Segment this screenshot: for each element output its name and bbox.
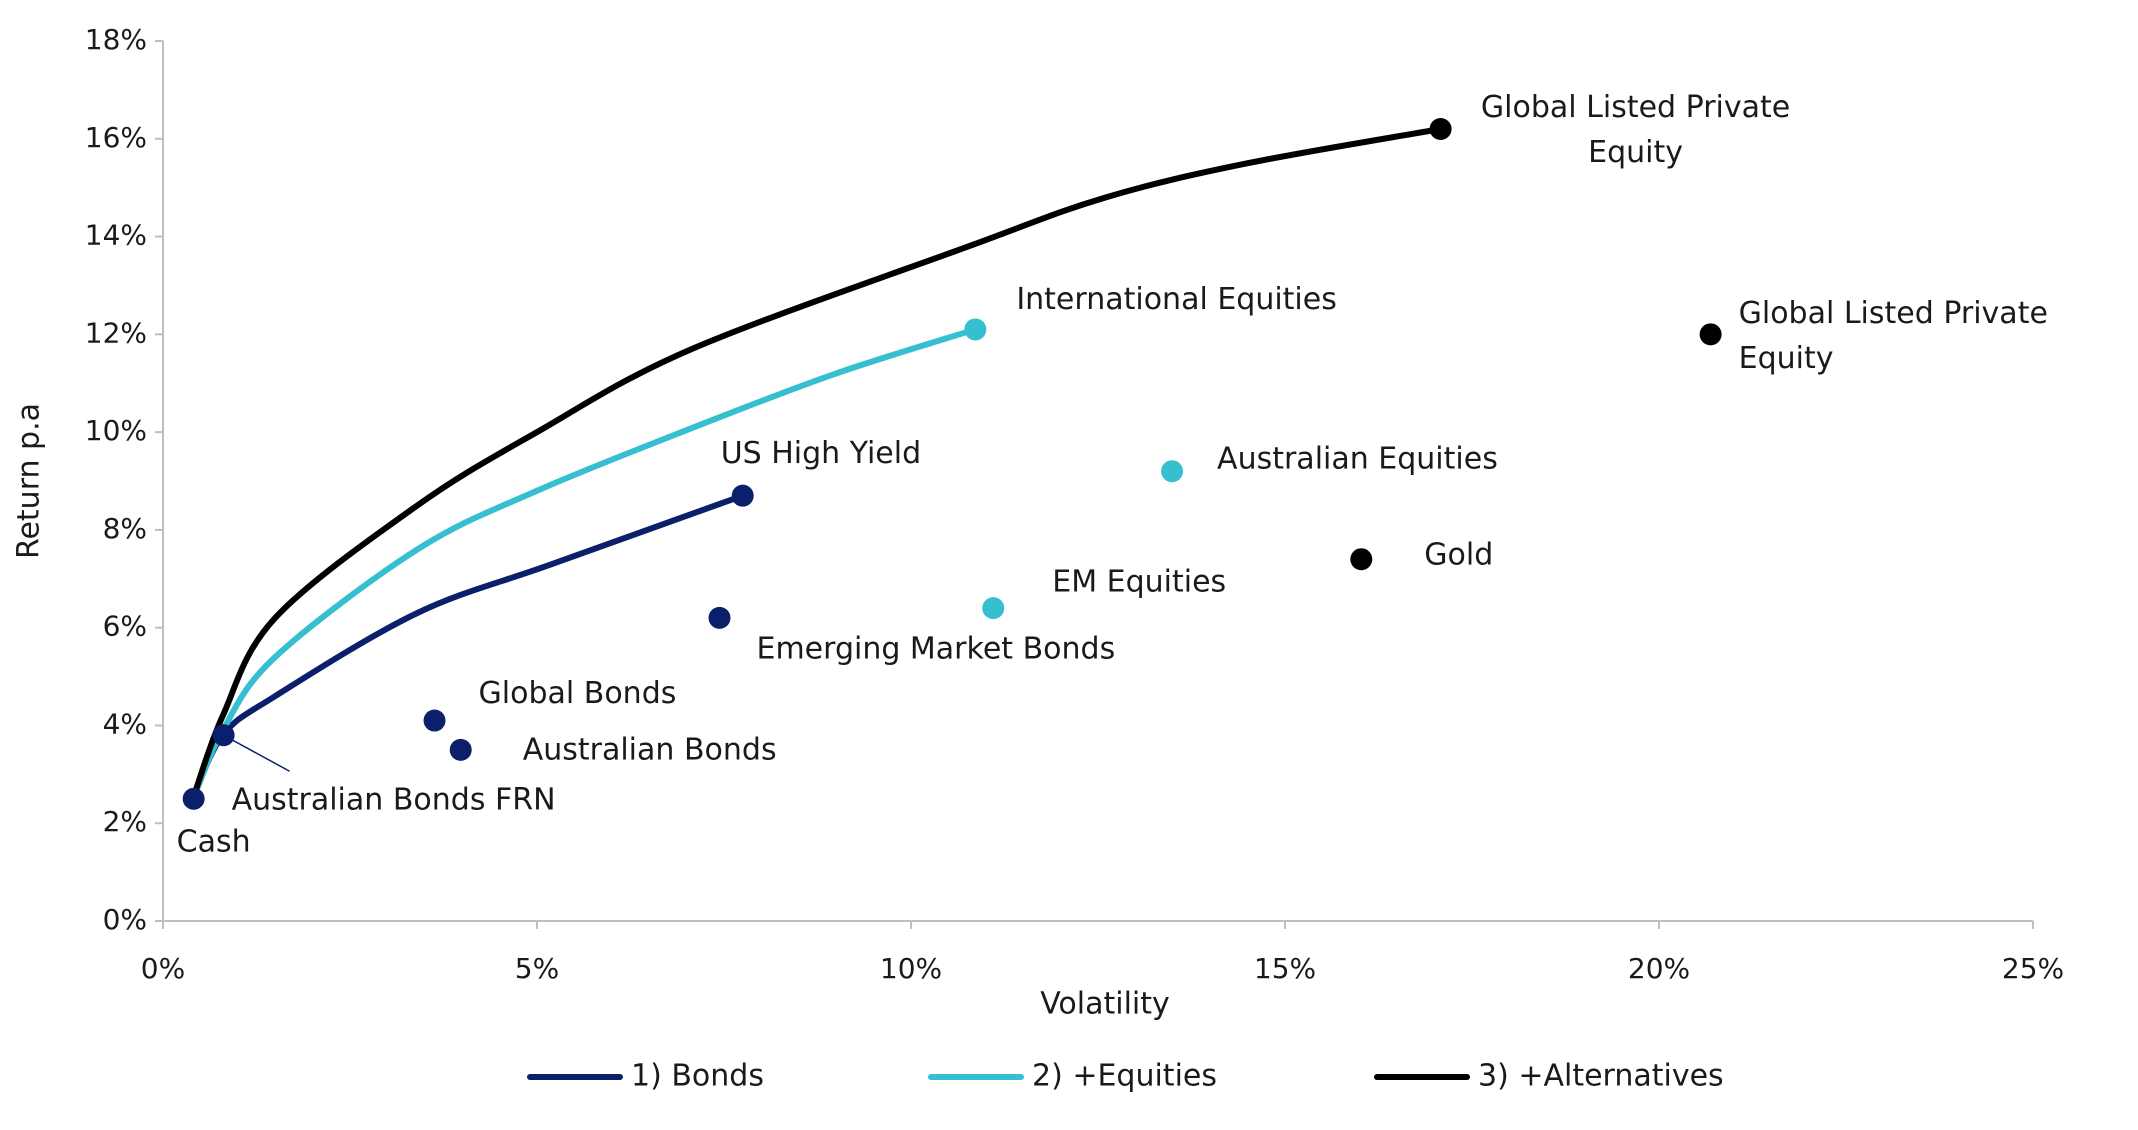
y-tick-label: 18% — [85, 23, 147, 56]
point-label: Australian Equities — [1217, 442, 1498, 477]
y-tick-label: 10% — [85, 414, 147, 447]
data-point — [982, 597, 1005, 620]
data-point — [1350, 548, 1373, 571]
data-point — [731, 484, 754, 507]
y-tick-label: 14% — [85, 219, 147, 252]
point-label: Global Bonds — [479, 676, 677, 711]
x-tick-label: 15% — [1254, 952, 1316, 985]
y-tick-label: 12% — [85, 316, 147, 349]
x-tick-label: 10% — [880, 952, 942, 985]
x-tick-label: 25% — [2002, 952, 2064, 985]
point-label: US High Yield — [721, 436, 921, 471]
frontier-line — [189, 326, 979, 802]
point-label: Global Listed Private Equity — [1738, 296, 2048, 377]
data-point — [964, 318, 987, 341]
point-label-box: Global Listed Private Equity — [1480, 90, 1791, 170]
y-tick-label: 16% — [85, 121, 147, 154]
data-point — [449, 738, 472, 761]
point-label: Australian Bonds — [523, 732, 777, 767]
data-point — [1699, 323, 1722, 346]
data-point — [708, 606, 731, 629]
legend-label: 3) +Alternatives — [1478, 1059, 1724, 1094]
y-tick-label: 2% — [103, 805, 147, 838]
data-point — [212, 724, 235, 747]
legend-label: 2) +Equities — [1032, 1059, 1217, 1094]
point-label-box: Global Listed Private Equity — [1738, 296, 2048, 377]
x-axis-label: Volatility — [1040, 987, 1170, 1022]
x-tick-label: 20% — [1628, 952, 1690, 985]
leader-line — [223, 734, 290, 772]
y-tick-label: 8% — [103, 512, 147, 545]
frontier-line — [189, 126, 1444, 802]
y-tick-label: 0% — [103, 903, 147, 936]
point-label: Global Listed Private Equity — [1480, 90, 1791, 170]
legend-label: 1) Bonds — [631, 1059, 764, 1094]
point-label: EM Equities — [1052, 565, 1226, 600]
x-tick-label: 0% — [141, 952, 185, 985]
x-tick-label: 5% — [515, 952, 559, 985]
y-axis-label: Return p.a — [12, 403, 47, 559]
data-point — [182, 787, 205, 810]
data-point — [423, 709, 446, 732]
data-point — [1161, 460, 1184, 483]
point-label: International Equities — [1016, 282, 1337, 317]
point-label: Gold — [1424, 538, 1493, 573]
point-label: Cash — [177, 824, 251, 859]
y-tick-label: 6% — [103, 610, 147, 643]
y-tick-label: 4% — [103, 707, 147, 740]
point-label: Emerging Market Bonds — [757, 631, 1116, 666]
point-label: Australian Bonds FRN — [232, 783, 556, 818]
data-point — [1429, 118, 1452, 140]
